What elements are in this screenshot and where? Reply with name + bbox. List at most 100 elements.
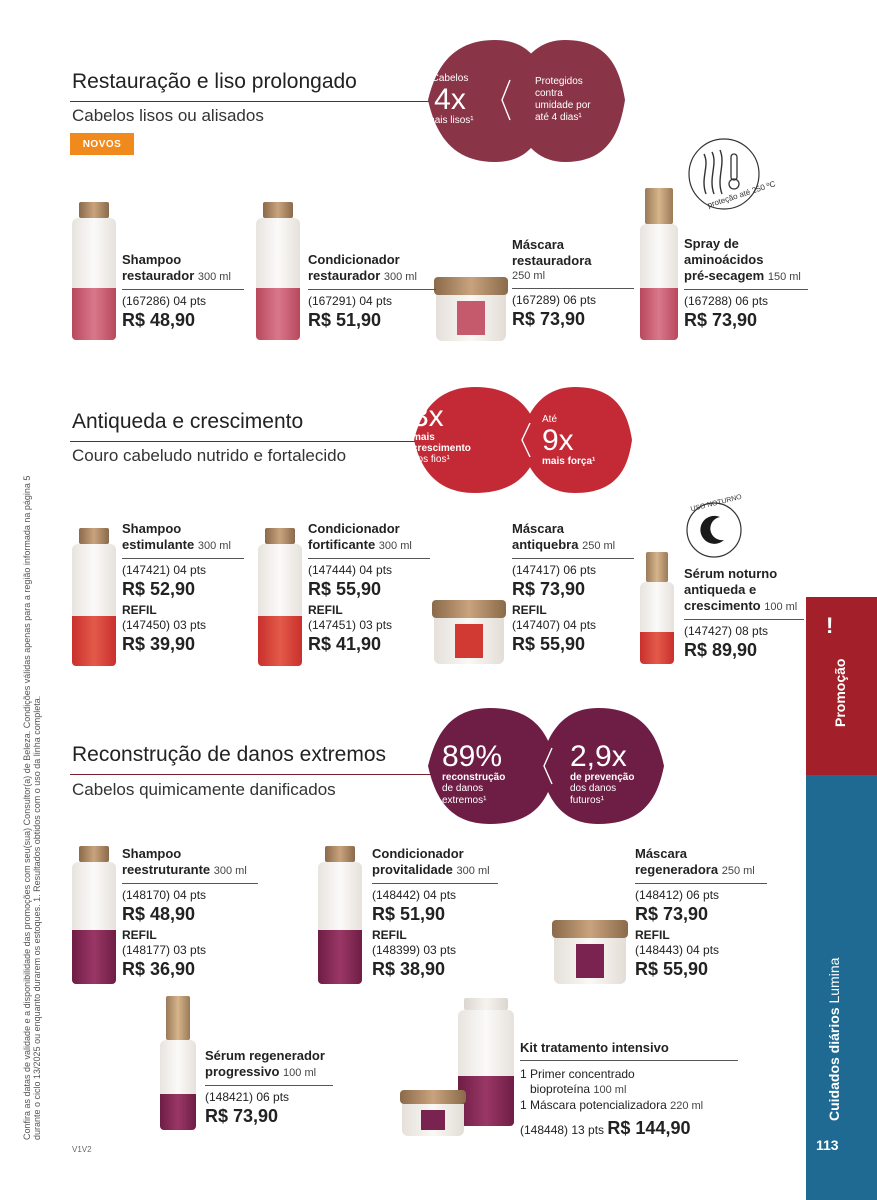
product-name: Shampoo bbox=[122, 846, 182, 861]
product-condicionador-fortificante: Condicionador fortificante 300 ml (14744… bbox=[308, 521, 430, 655]
product-volume: 300 ml bbox=[378, 540, 412, 552]
refil-price: R$ 55,90 bbox=[512, 634, 586, 654]
heat-protection-icon bbox=[688, 138, 760, 210]
novos-badge: NOVOS bbox=[70, 133, 134, 155]
legal-line: Confira as datas de validade e a disponi… bbox=[22, 475, 32, 1140]
product-name: Spray de bbox=[684, 236, 739, 251]
product-spray-aminoacidos: Spray de aminoácidos pré-secagem 150 ml … bbox=[684, 236, 808, 331]
refil-label: REFIL bbox=[372, 928, 407, 942]
mascara-restauradora-image bbox=[434, 277, 508, 341]
product-name: Condicionador bbox=[308, 521, 400, 536]
product-name: reestruturante bbox=[122, 862, 211, 877]
section-divider bbox=[70, 101, 430, 102]
product-name: progressivo bbox=[205, 1064, 280, 1079]
kit-item: 1 Máscara potencializadora bbox=[520, 1098, 667, 1112]
product-volume: 300 ml bbox=[197, 540, 231, 552]
product-code: (148442) 04 pts bbox=[372, 888, 457, 902]
product-volume: 150 ml bbox=[767, 271, 801, 283]
claim-protecao-umidade: Protegidos contra umidade por até 4 dias… bbox=[535, 76, 591, 123]
product-name: antiqueda e bbox=[684, 582, 757, 597]
promo-label: Promoção bbox=[832, 658, 848, 727]
product-name: estimulante bbox=[122, 537, 195, 552]
product-code: (147421) 04 pts bbox=[122, 563, 207, 577]
product-volume: 100 ml bbox=[764, 601, 798, 613]
section-subtitle-reconstrucao: Cabelos quimicamente danificados bbox=[72, 780, 336, 799]
kit-item: 1 Primer concentrado bbox=[520, 1067, 635, 1081]
refil-code: (147450) 03 pts bbox=[122, 618, 207, 632]
product-volume: 250 ml bbox=[512, 270, 546, 282]
product-name: Shampoo bbox=[122, 252, 182, 267]
product-name: Máscara bbox=[635, 846, 688, 861]
product-volume: 250 ml bbox=[582, 540, 616, 552]
refil-code: (147407) 04 pts bbox=[512, 618, 597, 632]
product-mascara-restauradora: Máscara restauradora 250 ml (167289) 06 … bbox=[512, 237, 634, 330]
product-volume: 300 ml bbox=[213, 865, 247, 877]
product-name: Shampoo bbox=[122, 521, 182, 536]
product-name: restaurador bbox=[308, 268, 381, 283]
primer-concentrado-image bbox=[458, 998, 514, 1126]
moon-icon bbox=[686, 502, 742, 558]
product-price: R$ 73,90 bbox=[205, 1106, 279, 1126]
section-divider bbox=[70, 441, 430, 442]
product-mascara-regeneradora: Máscara regeneradora 250 ml (148412) 06 … bbox=[635, 846, 767, 980]
product-name: pré-secagem bbox=[684, 268, 765, 283]
product-name: Condicionador bbox=[308, 252, 400, 267]
product-price: R$ 52,90 bbox=[122, 579, 196, 599]
product-condicionador-provitalidade: Condicionador provitalidade 300 ml (1484… bbox=[372, 846, 498, 980]
product-shampoo-reestruturante: Shampoo reestruturante 300 ml (148170) 0… bbox=[122, 846, 258, 980]
product-mascara-antiquebra: Máscara antiquebra 250 ml (147417) 06 pt… bbox=[512, 521, 634, 655]
shampoo-restaurador-image bbox=[72, 202, 116, 340]
product-name: aminoácidos bbox=[684, 252, 764, 267]
refil-price: R$ 38,90 bbox=[372, 959, 446, 979]
mascara-antiquebra-image bbox=[432, 600, 506, 664]
mascara-regeneradora-image bbox=[552, 920, 628, 984]
product-price: R$ 48,90 bbox=[122, 904, 196, 924]
product-code: (167286) 04 pts bbox=[122, 294, 207, 308]
product-code: (167289) 06 pts bbox=[512, 293, 597, 307]
product-price: R$ 73,90 bbox=[512, 579, 586, 599]
product-name: Sérum noturno bbox=[684, 566, 778, 581]
product-name: Máscara bbox=[512, 521, 565, 536]
section-subtitle-antiqueda: Couro cabeludo nutrido e fortalecido bbox=[72, 446, 347, 465]
product-price: R$ 73,90 bbox=[684, 310, 758, 330]
product-shampoo-estimulante: Shampoo estimulante 300 ml (147421) 04 p… bbox=[122, 521, 244, 655]
product-condicionador-restaurador: Condicionador restaurador 300 ml (167291… bbox=[308, 252, 436, 331]
product-price: R$ 51,90 bbox=[372, 904, 446, 924]
refil-code: (148399) 03 pts bbox=[372, 943, 457, 957]
refil-code: (148177) 03 pts bbox=[122, 943, 207, 957]
claim-89-reconstrucao: 89% reconstrução de danos extremos¹ bbox=[442, 740, 506, 807]
section-subtitle-restauracao: Cabelos lisos ou alisados bbox=[72, 106, 264, 125]
serum-noturno-image bbox=[640, 552, 674, 664]
product-code: (148170) 04 pts bbox=[122, 888, 207, 902]
product-serum-regenerador: Sérum regenerador progressivo 100 ml (14… bbox=[205, 1048, 333, 1127]
product-name: regeneradora bbox=[635, 862, 719, 877]
claims-bubbles-restauracao bbox=[428, 40, 625, 162]
claim-3x-crescimento: 3x mais crescimento dos fios¹ bbox=[412, 400, 471, 466]
promo-tab: ! Promoção bbox=[806, 597, 877, 775]
claim-9x-forca: Até 9x mais força¹ bbox=[542, 414, 596, 467]
product-volume: 300 ml bbox=[197, 271, 231, 283]
product-kit-tratamento: Kit tratamento intensivo 1 Primer concen… bbox=[520, 1040, 738, 1139]
product-serum-noturno: Sérum noturno antiqueda e crescimento 10… bbox=[684, 566, 804, 661]
section-title-restauracao: Restauração e liso prolongado bbox=[72, 70, 357, 93]
category-tab: Cuidados diários Lumina 113 bbox=[806, 775, 877, 1200]
product-name: Máscara bbox=[512, 237, 565, 252]
claim-4x-lisos: Cabelos 4x mais lisos¹ bbox=[426, 73, 474, 126]
product-price: R$ 89,90 bbox=[684, 640, 758, 660]
mascara-potencializadora-image bbox=[400, 1090, 466, 1136]
product-price: R$ 73,90 bbox=[635, 904, 709, 924]
refil-price: R$ 41,90 bbox=[308, 634, 382, 654]
kit-item: bioproteína bbox=[530, 1082, 591, 1096]
section-title-reconstrucao: Reconstrução de danos extremos bbox=[72, 743, 387, 766]
product-name: provitalidade bbox=[372, 862, 453, 877]
shampoo-reestruturante-image bbox=[72, 846, 116, 984]
legal-line: durante o ciclo 13/2025 ou enquanto dura… bbox=[32, 695, 42, 1140]
product-code: (147444) 04 pts bbox=[308, 563, 393, 577]
section-title-antiqueda: Antiqueda e crescimento bbox=[72, 410, 304, 433]
product-code: (147427) 08 pts bbox=[684, 624, 769, 638]
product-shampoo-restaurador: Shampoo restaurador 300 ml (167286) 04 p… bbox=[122, 252, 244, 331]
product-price: R$ 73,90 bbox=[512, 309, 586, 329]
product-code: (147417) 06 pts bbox=[512, 563, 597, 577]
claims-bubbles-antiqueda bbox=[414, 387, 632, 493]
product-name: fortificante bbox=[308, 537, 376, 552]
